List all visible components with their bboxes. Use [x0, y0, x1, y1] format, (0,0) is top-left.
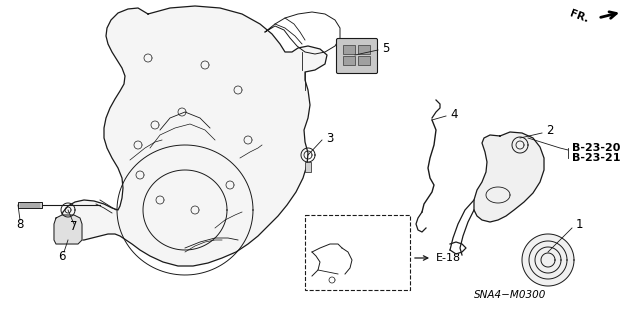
Text: FR.: FR. [568, 8, 590, 24]
Bar [18, 202, 42, 208]
Bar [305, 215, 410, 290]
Bar [305, 162, 311, 172]
Text: 3: 3 [326, 131, 333, 145]
Polygon shape [54, 215, 82, 244]
Bar [343, 56, 355, 65]
Polygon shape [474, 132, 544, 222]
Bar [343, 45, 355, 54]
Text: E-18: E-18 [436, 253, 461, 263]
Text: B-23-20: B-23-20 [572, 143, 620, 153]
FancyBboxPatch shape [337, 39, 378, 73]
Polygon shape [60, 6, 327, 266]
Text: 8: 8 [16, 218, 24, 231]
Text: 6: 6 [58, 250, 65, 263]
Text: 1: 1 [576, 219, 584, 232]
Text: 2: 2 [546, 124, 554, 137]
Polygon shape [522, 234, 574, 286]
Text: B-23-21: B-23-21 [572, 153, 621, 163]
Text: 4: 4 [450, 108, 458, 121]
Bar [358, 45, 370, 54]
Bar [358, 56, 370, 65]
Text: 7: 7 [70, 220, 77, 234]
Text: 5: 5 [382, 41, 389, 55]
Text: SNA4−M0300: SNA4−M0300 [474, 290, 546, 300]
